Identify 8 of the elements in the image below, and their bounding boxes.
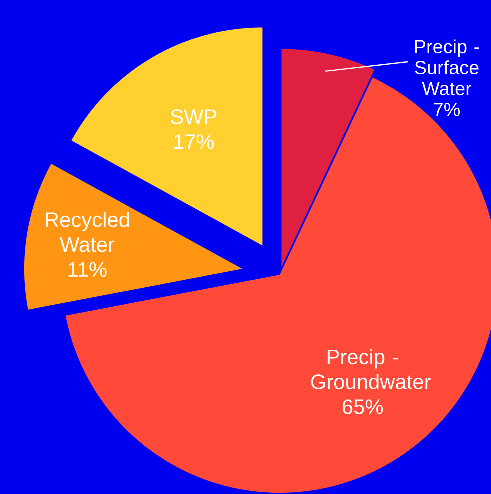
slice-label: Precip - Groundwater — [311, 349, 431, 390]
data-label: 7% — [434, 103, 460, 116]
data-label: 65% — [342, 400, 384, 414]
slice-label: SWP — [171, 110, 217, 124]
data-label: 11% — [68, 262, 107, 278]
slice-label: Precip - Surface Water — [415, 40, 480, 96]
data-label: 17% — [174, 134, 214, 150]
slice-label: Recycled Water — [46, 212, 130, 252]
